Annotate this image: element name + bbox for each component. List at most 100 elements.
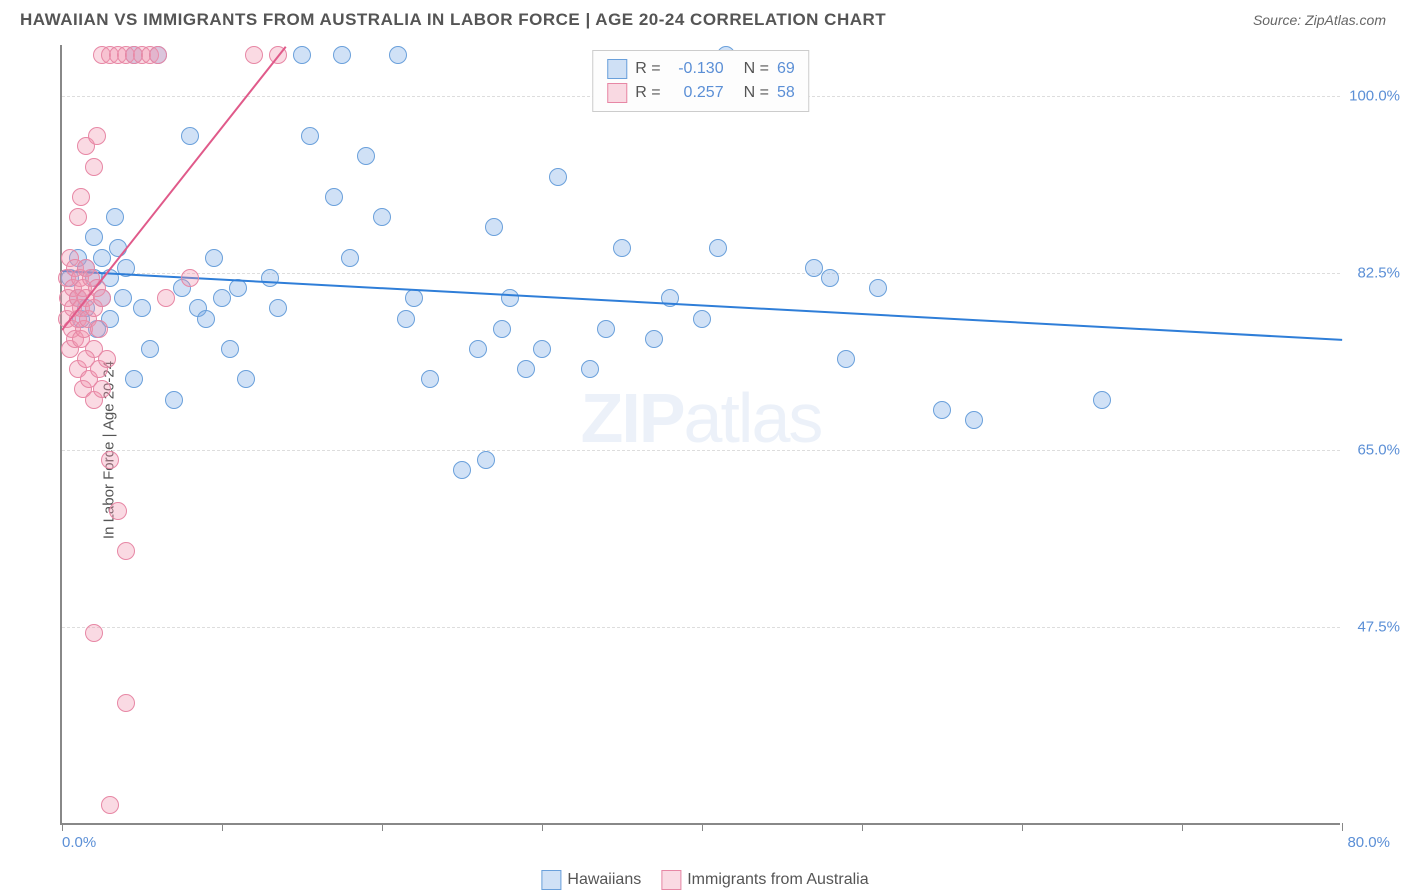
scatter-point-hawaiians (821, 269, 839, 287)
legend-series-label: Hawaiians (567, 871, 641, 889)
y-tick-label: 65.0% (1345, 442, 1400, 459)
scatter-point-hawaiians (709, 239, 727, 257)
y-tick-label: 82.5% (1345, 264, 1400, 281)
scatter-point-immigrants (85, 158, 103, 176)
scatter-point-hawaiians (1093, 391, 1111, 409)
scatter-point-immigrants (72, 188, 90, 206)
chart-title: HAWAIIAN VS IMMIGRANTS FROM AUSTRALIA IN… (20, 10, 886, 30)
scatter-point-hawaiians (501, 289, 519, 307)
scatter-point-immigrants (245, 46, 263, 64)
scatter-point-hawaiians (325, 188, 343, 206)
x-axis-max-label: 80.0% (1347, 834, 1390, 851)
scatter-point-hawaiians (549, 168, 567, 186)
scatter-point-hawaiians (181, 127, 199, 145)
scatter-point-hawaiians (389, 46, 407, 64)
scatter-point-immigrants (101, 451, 119, 469)
scatter-point-hawaiians (581, 360, 599, 378)
scatter-point-immigrants (149, 46, 167, 64)
y-tick-label: 100.0% (1345, 87, 1400, 104)
scatter-point-immigrants (93, 289, 111, 307)
scatter-point-immigrants (157, 289, 175, 307)
scatter-point-hawaiians (453, 461, 471, 479)
scatter-point-hawaiians (373, 208, 391, 226)
scatter-point-hawaiians (965, 411, 983, 429)
scatter-point-hawaiians (405, 289, 423, 307)
scatter-point-immigrants (181, 269, 199, 287)
x-axis-min-label: 0.0% (62, 834, 96, 851)
scatter-point-hawaiians (397, 310, 415, 328)
plot-area: ZIPatlas R =-0.130N =69R =0.257N =58 47.… (60, 45, 1340, 825)
scatter-point-hawaiians (85, 228, 103, 246)
x-tick (702, 823, 703, 831)
scatter-point-hawaiians (421, 370, 439, 388)
scatter-point-hawaiians (869, 279, 887, 297)
legend-n-label: N = (744, 60, 769, 78)
gridline-y (62, 450, 1340, 451)
scatter-point-hawaiians (517, 360, 535, 378)
scatter-point-immigrants (109, 502, 127, 520)
scatter-point-immigrants (117, 542, 135, 560)
scatter-point-hawaiians (237, 370, 255, 388)
legend-n-label: N = (744, 84, 769, 102)
scatter-point-immigrants (98, 350, 116, 368)
scatter-point-hawaiians (469, 340, 487, 358)
scatter-point-hawaiians (165, 391, 183, 409)
legend-correlation: R =-0.130N =69R =0.257N =58 (592, 50, 809, 112)
scatter-point-immigrants (85, 624, 103, 642)
watermark: ZIPatlas (581, 378, 822, 458)
source-attribution: Source: ZipAtlas.com (1253, 12, 1386, 28)
scatter-point-hawaiians (493, 320, 511, 338)
x-tick (1342, 823, 1343, 831)
legend-r-label: R = (635, 60, 660, 78)
legend-r-value: -0.130 (669, 60, 724, 78)
legend-swatch (607, 83, 627, 103)
scatter-point-hawaiians (613, 239, 631, 257)
legend-series-item: Immigrants from Australia (661, 870, 868, 890)
x-tick (1022, 823, 1023, 831)
scatter-point-hawaiians (693, 310, 711, 328)
scatter-point-hawaiians (645, 330, 663, 348)
legend-correlation-row: R = 0.257 N = 58 (607, 81, 794, 105)
scatter-point-hawaiians (293, 46, 311, 64)
legend-r-label: R = (635, 84, 660, 102)
scatter-point-hawaiians (933, 401, 951, 419)
trendline-hawaiians (62, 270, 1342, 341)
x-tick (62, 823, 63, 831)
legend-series-item: Hawaiians (541, 870, 641, 890)
scatter-point-hawaiians (805, 259, 823, 277)
legend-n-value: 58 (777, 84, 795, 102)
scatter-point-immigrants (93, 380, 111, 398)
legend-swatch (661, 870, 681, 890)
scatter-point-immigrants (88, 127, 106, 145)
legend-swatch (607, 59, 627, 79)
chart-container: In Labor Force | Age 20-24 ZIPatlas R =-… (45, 45, 1365, 855)
scatter-point-hawaiians (133, 299, 151, 317)
scatter-point-hawaiians (357, 147, 375, 165)
gridline-y (62, 627, 1340, 628)
x-tick (382, 823, 383, 831)
legend-r-value: 0.257 (669, 84, 724, 102)
x-tick (542, 823, 543, 831)
x-tick (222, 823, 223, 831)
scatter-point-hawaiians (221, 340, 239, 358)
scatter-point-hawaiians (125, 370, 143, 388)
scatter-point-hawaiians (261, 269, 279, 287)
scatter-point-hawaiians (106, 208, 124, 226)
x-tick (862, 823, 863, 831)
scatter-point-hawaiians (213, 289, 231, 307)
legend-swatch (541, 870, 561, 890)
scatter-point-hawaiians (597, 320, 615, 338)
y-tick-label: 47.5% (1345, 619, 1400, 636)
scatter-point-hawaiians (205, 249, 223, 267)
scatter-point-hawaiians (141, 340, 159, 358)
scatter-point-hawaiians (533, 340, 551, 358)
scatter-point-hawaiians (114, 289, 132, 307)
scatter-point-hawaiians (477, 451, 495, 469)
scatter-point-hawaiians (93, 249, 111, 267)
scatter-point-immigrants (117, 694, 135, 712)
scatter-point-hawaiians (333, 46, 351, 64)
scatter-point-hawaiians (341, 249, 359, 267)
scatter-point-hawaiians (837, 350, 855, 368)
gridline-y (62, 273, 1340, 274)
scatter-point-hawaiians (269, 299, 287, 317)
